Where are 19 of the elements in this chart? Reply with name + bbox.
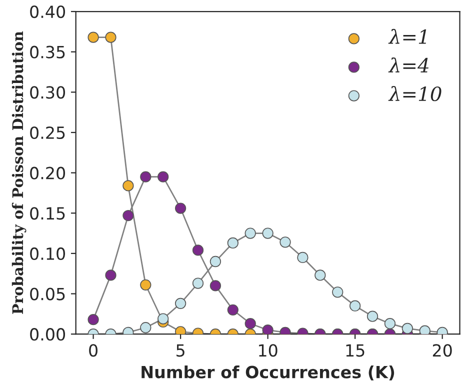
x-axis-title: Number of Occurrences (K) [142, 365, 394, 380]
y-tick-label: 0.10 [30, 247, 66, 260]
x-tick-label: 20 [432, 344, 452, 357]
y-tick-label: 0.00 [30, 328, 66, 341]
legend-label: λ=1 [388, 28, 426, 44]
y-tick-label: 0.35 [30, 46, 65, 58]
y-tick-label: 0.40 [30, 5, 66, 18]
y-tick-label: 0.20 [30, 166, 66, 180]
y-tick-label: 0.15 [30, 207, 65, 220]
x-tick-label: 5 [176, 344, 184, 357]
y-tick-label: 0.25 [30, 126, 65, 140]
y-tick-label: 0.05 [30, 288, 65, 300]
x-tick-label: 10 [259, 344, 278, 357]
y-tick-label: 0.30 [30, 86, 66, 99]
x-tick-label: 0 [89, 344, 98, 357]
legend-label: λ=4 [388, 57, 428, 72]
x-tick-label: 15 [346, 344, 364, 357]
legend-label: λ=10 [388, 86, 442, 102]
y-axis-title: Probability of Poisson Distribution [12, 31, 26, 314]
